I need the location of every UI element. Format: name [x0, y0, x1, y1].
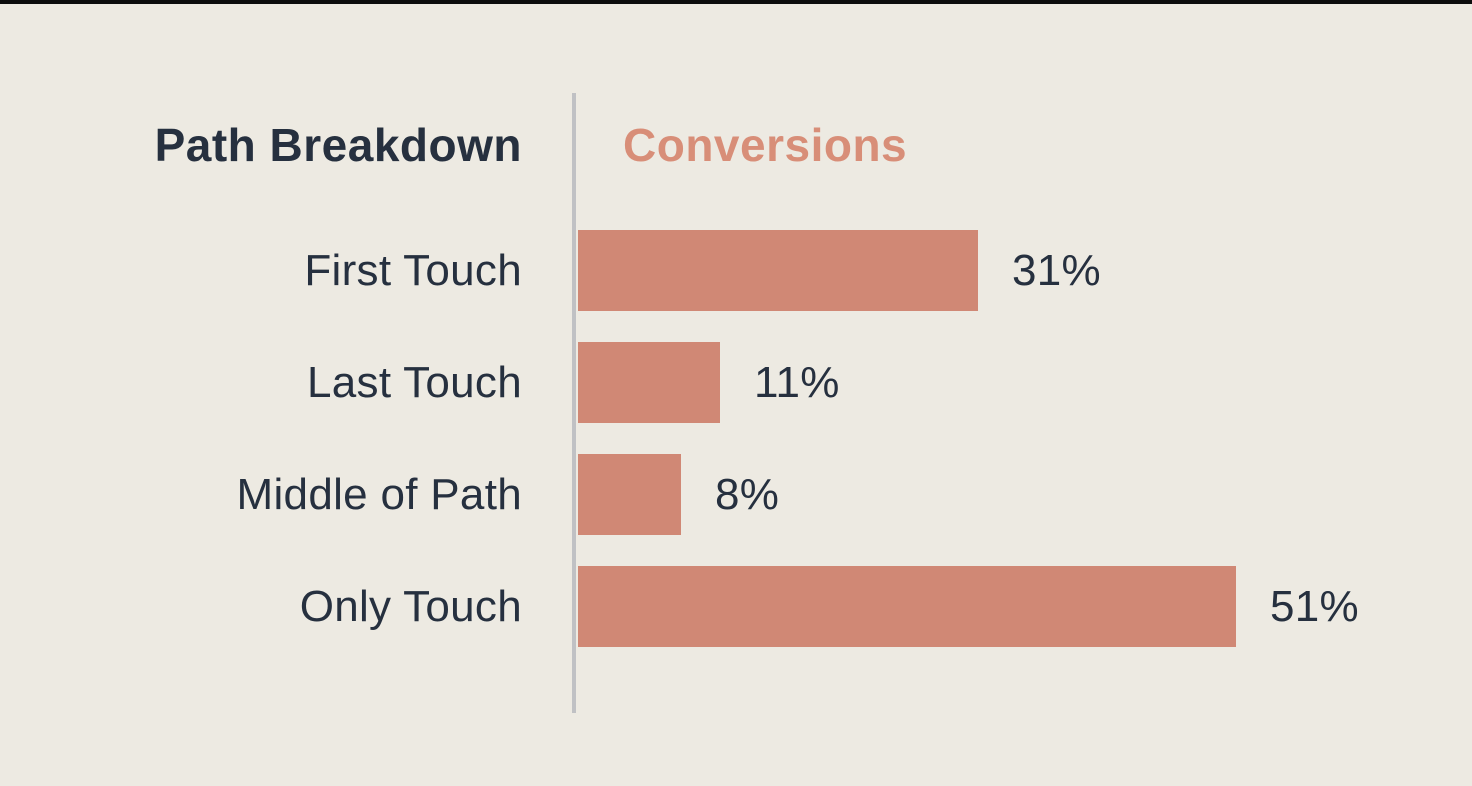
chart-title: Path Breakdown [154, 119, 522, 171]
bar-row: 8% [578, 454, 1472, 535]
category-label: First Touch [304, 245, 522, 295]
bar [578, 566, 1236, 647]
bar [578, 230, 978, 311]
category-label: Only Touch [299, 581, 522, 631]
bar [578, 342, 720, 423]
category-labels-column: Path Breakdown First Touch Last Touch Mi… [0, 93, 572, 713]
bar-row: 51% [578, 566, 1472, 647]
bar [578, 454, 681, 535]
category-labels-list: First Touch Last Touch Middle of Path On… [0, 230, 522, 647]
top-accent-bar [0, 0, 1472, 4]
value-label: 8% [715, 469, 780, 519]
value-label: 51% [1270, 581, 1359, 631]
series-title: Conversions [623, 119, 908, 171]
category-label: Middle of Path [236, 469, 522, 519]
value-label: 31% [1012, 245, 1101, 295]
bar-row: 11% [578, 342, 1472, 423]
category-label: Last Touch [306, 357, 522, 407]
value-label: 11% [754, 357, 840, 407]
bars-column: Conversions 31% 11% 8% 51% [572, 93, 1472, 713]
bar-row: 31% [578, 230, 1472, 311]
bars-list: 31% 11% 8% 51% [578, 230, 1472, 647]
conversions-bar-chart: Path Breakdown First Touch Last Touch Mi… [0, 93, 1472, 713]
